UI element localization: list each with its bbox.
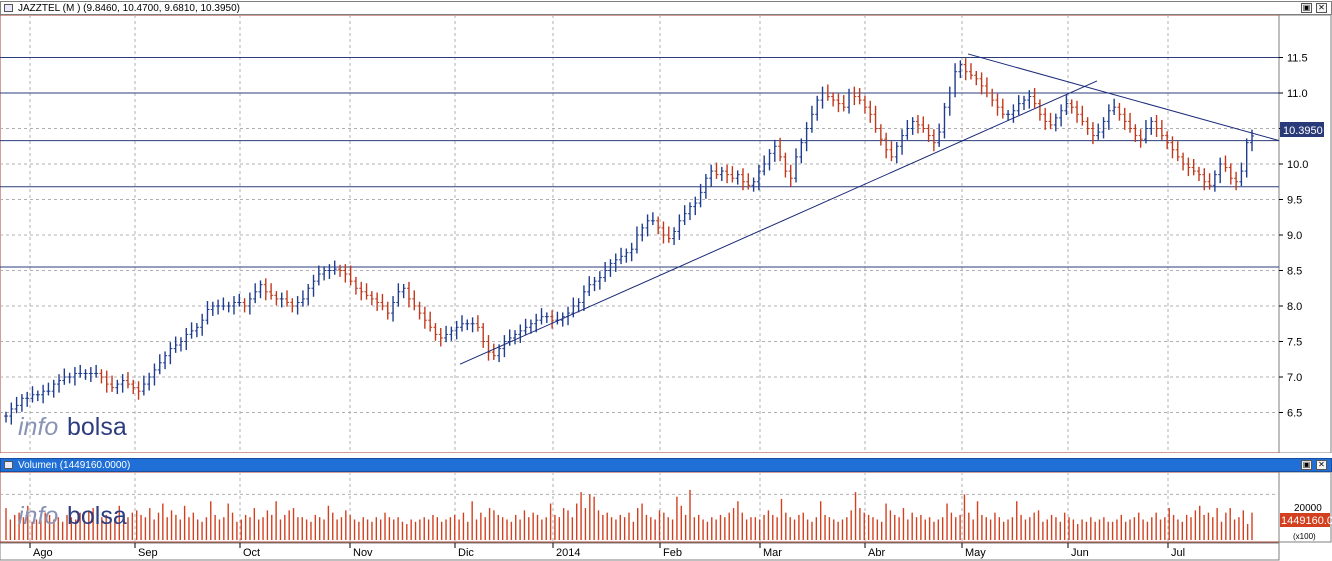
x-tick-label: Oct — [243, 547, 260, 559]
last-volume-label: 1449160.0 — [1281, 515, 1332, 527]
y-tick-label: 8.5 — [1287, 266, 1302, 278]
x-tick-label: 2014 — [556, 547, 580, 559]
y-tick-label: 10.0 — [1287, 159, 1308, 171]
y-tick-label: 9.0 — [1287, 230, 1302, 242]
x-tick-label: Mar — [763, 547, 782, 559]
y-tick-label: 9.5 — [1287, 195, 1302, 207]
volume-chart: info bolsa 20000 1449160.0 (x100) Ago Sep… — [0, 472, 1332, 561]
price-chart: 6.57.07.58.08.59.09.510.010.511.011.5 in… — [0, 15, 1332, 453]
window-icon — [4, 4, 13, 12]
x-tick-label: Abr — [868, 547, 885, 559]
maximize-button[interactable]: ▣ — [1301, 3, 1312, 13]
y-tick-label: 11.0 — [1287, 88, 1308, 100]
volume-y-tick: 20000 — [1294, 503, 1322, 514]
volume-close-button[interactable]: ✕ — [1316, 460, 1327, 470]
y-tick-label: 7.5 — [1287, 337, 1302, 349]
watermark-info: info — [18, 502, 58, 530]
volume-maximize-button[interactable]: ▣ — [1301, 460, 1312, 470]
last-price-badge — [1280, 122, 1324, 137]
volume-watermark: info bolsa — [18, 502, 127, 530]
last-price-label: 10.3950 — [1283, 125, 1323, 137]
volume-panel-titlebar: Volumen (1449160.0000) ▣ ✕ — [0, 458, 1332, 472]
y-tick-label: 8.0 — [1287, 301, 1302, 313]
window-icon — [4, 461, 13, 469]
volume-unit-label: (x100) — [1293, 532, 1316, 541]
x-tick-label: Ago — [33, 547, 53, 559]
watermark-info: info — [18, 413, 58, 441]
x-tick-label: Jul — [1171, 547, 1185, 559]
price-panel-titlebar: JAZZTEL (M ) (9.8460, 10.4700, 9.6810, 1… — [0, 1, 1332, 15]
x-tick-label: May — [965, 547, 986, 559]
y-tick-label: 6.5 — [1287, 408, 1302, 420]
last-volume-badge — [1280, 513, 1330, 527]
downtrend-line — [967, 53, 1280, 142]
volume-panel-title: Volumen (1449160.0000) — [18, 460, 131, 471]
watermark-bolsa: bolsa — [67, 502, 127, 530]
price-watermark: info bolsa — [18, 413, 127, 441]
y-tick-label: 11.5 — [1287, 53, 1308, 65]
x-tick-label: Sep — [138, 547, 158, 559]
x-tick-label: Nov — [353, 547, 373, 559]
x-tick-label: Feb — [663, 547, 682, 559]
price-panel-title: JAZZTEL (M ) (9.8460, 10.4700, 9.6810, 1… — [18, 3, 240, 14]
watermark-bolsa: bolsa — [67, 413, 127, 441]
y-tick-label: 7.0 — [1287, 372, 1302, 384]
x-tick-label: Dic — [458, 547, 474, 559]
x-tick-label: Jun — [1071, 547, 1089, 559]
uptrend-line — [459, 80, 1098, 365]
close-button[interactable]: ✕ — [1316, 3, 1327, 13]
